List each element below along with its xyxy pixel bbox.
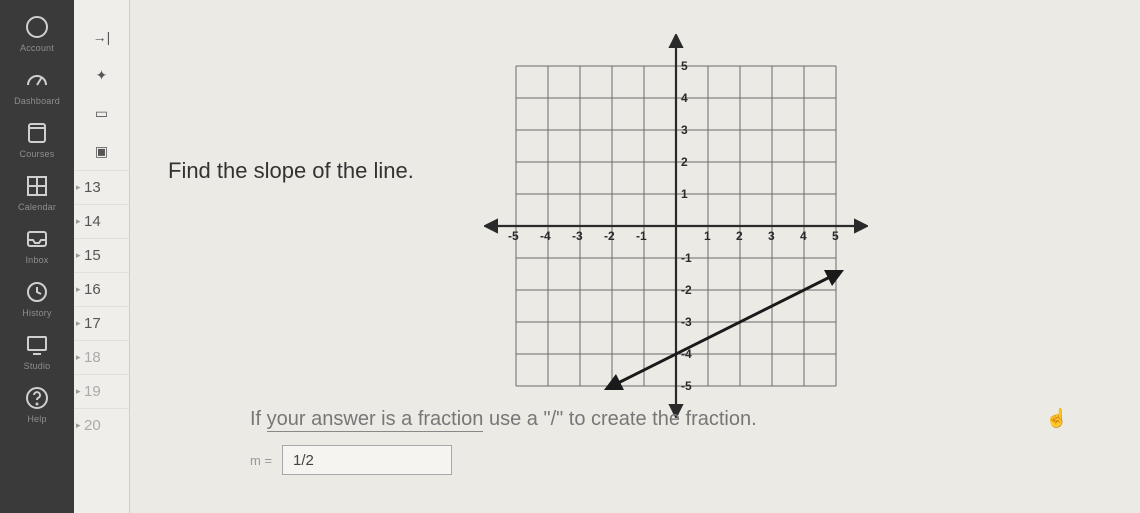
strip-tool-0[interactable]: →| <box>85 22 119 52</box>
svg-text:4: 4 <box>681 91 688 105</box>
rail-label-dashboard: Dashboard <box>14 96 60 106</box>
question-nav-19[interactable]: 19 <box>74 374 129 408</box>
calendar-icon <box>24 173 50 199</box>
rail-item-help[interactable]: Help <box>0 381 74 428</box>
rail-label-inbox: Inbox <box>25 255 48 265</box>
account-icon <box>24 14 50 40</box>
question-nav-14[interactable]: 14 <box>74 204 129 238</box>
rail-item-inbox[interactable]: Inbox <box>0 222 74 269</box>
rail-item-history[interactable]: History <box>0 275 74 322</box>
rail-label-account: Account <box>20 43 54 53</box>
svg-text:1: 1 <box>681 187 688 201</box>
svg-text:-3: -3 <box>681 315 692 329</box>
pointer-icon: ☝ <box>1046 408 1068 429</box>
svg-text:-5: -5 <box>681 379 692 393</box>
rail-label-history: History <box>22 308 51 318</box>
question-strip: →| ✦ ▭ ▣ 1314151617181920 <box>74 0 130 513</box>
strip-tool-1[interactable]: ✦ <box>85 60 119 90</box>
graph: -5-4-3-2-112345-5-4-3-2-112345 <box>484 34 868 418</box>
svg-text:3: 3 <box>681 123 688 137</box>
svg-text:4: 4 <box>800 229 807 243</box>
svg-text:-5: -5 <box>508 229 519 243</box>
svg-text:2: 2 <box>736 229 743 243</box>
answer-instruction: If your answer is a fraction use a "/" t… <box>250 408 1080 431</box>
history-icon <box>24 279 50 305</box>
svg-text:-2: -2 <box>681 283 692 297</box>
rail-label-courses: Courses <box>20 149 55 159</box>
question-nav-16[interactable]: 16 <box>74 272 129 306</box>
instr-underlined: your answer is a fraction <box>267 408 484 432</box>
svg-text:-1: -1 <box>681 251 692 265</box>
svg-text:5: 5 <box>832 229 839 243</box>
inbox-icon <box>24 226 50 252</box>
studio-icon <box>24 332 50 358</box>
svg-text:1: 1 <box>704 229 711 243</box>
question-nav-20[interactable]: 20 <box>74 408 129 442</box>
rail-item-studio[interactable]: Studio <box>0 328 74 375</box>
courses-icon <box>24 120 50 146</box>
help-icon <box>24 385 50 411</box>
question-prompt: Find the slope of the line. <box>168 158 414 184</box>
svg-text:-3: -3 <box>572 229 583 243</box>
rail-label-help: Help <box>27 414 46 424</box>
instr-post: use a "/" to create the fraction. <box>483 408 756 430</box>
svg-text:5: 5 <box>681 59 688 73</box>
rail-item-calendar[interactable]: Calendar <box>0 169 74 216</box>
svg-text:-1: -1 <box>636 229 647 243</box>
rail-label-calendar: Calendar <box>18 202 56 212</box>
svg-text:3: 3 <box>768 229 775 243</box>
rail-item-account[interactable]: Account <box>0 10 74 57</box>
svg-text:-4: -4 <box>540 229 551 243</box>
dashboard-icon <box>24 67 50 93</box>
answer-input[interactable] <box>282 445 452 475</box>
svg-text:2: 2 <box>681 155 688 169</box>
rail-item-dashboard[interactable]: Dashboard <box>0 63 74 110</box>
question-nav-13[interactable]: 13 <box>74 170 129 204</box>
rail-label-studio: Studio <box>24 361 51 371</box>
main-content: Find the slope of the line. -5 -4 -3 -2 -1 1 2… <box>130 0 1140 513</box>
answer-area: ☝ If your answer is a fraction use a "/"… <box>250 408 1080 475</box>
strip-tool-3[interactable]: ▣ <box>85 136 119 166</box>
question-nav-15[interactable]: 15 <box>74 238 129 272</box>
svg-text:-2: -2 <box>604 229 615 243</box>
instr-pre: If <box>250 408 267 430</box>
question-nav-18[interactable]: 18 <box>74 340 129 374</box>
nav-rail: Account Dashboard Courses Calendar Inbox Hist… <box>0 0 74 513</box>
answer-label: m = <box>250 453 272 468</box>
question-nav-17[interactable]: 17 <box>74 306 129 340</box>
rail-item-courses[interactable]: Courses <box>0 116 74 163</box>
strip-tool-2[interactable]: ▭ <box>85 98 119 128</box>
